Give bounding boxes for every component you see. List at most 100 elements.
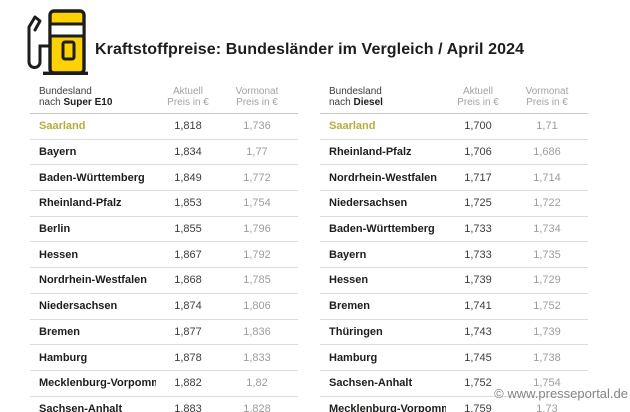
table-header: Bundesland nach Super E10 Aktuell Preis …: [30, 86, 298, 114]
previous-month-price: 1,71: [536, 120, 558, 133]
state-name: Hessen: [329, 274, 369, 287]
state-name: Hessen: [39, 248, 79, 261]
table-header: Bundesland nach Diesel Aktuell Preis in …: [320, 86, 588, 114]
table-row: Hessen 1,867 1,792: [30, 242, 298, 269]
current-price: 1,882: [174, 377, 202, 390]
current-price: 1,745: [464, 351, 492, 364]
state-name: Mecklenburg-Vorpommern: [39, 377, 156, 390]
table-row: Niedersachsen 1,725 1,722: [320, 191, 588, 217]
table-row: Mecklenburg-Vorpommern 1,759 1,73: [320, 397, 588, 412]
column-header-vormonat: Vormonat Preis in €: [235, 86, 279, 108]
state-name: Bayern: [329, 248, 367, 261]
current-price: 1,725: [464, 197, 492, 210]
state-name: Nordrhein-Westfalen: [39, 274, 147, 287]
table-row: Hamburg 1,745 1,738: [320, 345, 588, 371]
state-name: Thüringen: [329, 325, 383, 338]
state-name: Nordrhein-Westfalen: [329, 171, 437, 184]
page-title: Kraftstoffpreise: Bundesländer im Vergle…: [95, 41, 525, 58]
table-row: Hessen 1,739 1,729: [320, 268, 588, 294]
table-row: Bayern 1,834 1,77: [30, 140, 298, 166]
current-price: 1,759: [464, 402, 492, 412]
table-row: Bremen 1,877 1,836: [30, 320, 298, 346]
diesel-price-table: Bundesland nach Diesel Aktuell Preis in …: [320, 86, 588, 412]
current-price: 1,741: [464, 300, 492, 313]
current-price: 1,739: [464, 274, 492, 287]
table-row: Mecklenburg-Vorpommern 1,882 1,82: [30, 371, 298, 397]
previous-month-price: 1,754: [533, 377, 561, 390]
table-row: Saarland 1,818 1,736: [30, 114, 298, 140]
state-name: Rheinland-Pfalz: [39, 197, 122, 210]
previous-month-price: 1,785: [243, 274, 271, 287]
bundesland-label: Bundesland: [39, 86, 92, 97]
current-price: 1,853: [174, 197, 202, 210]
state-name: Niedersachsen: [39, 300, 118, 313]
current-price: 1,878: [174, 351, 202, 364]
previous-month-price: 1,796: [243, 223, 271, 236]
current-price: 1,717: [464, 171, 492, 184]
table-row: Hamburg 1,878 1,833: [30, 345, 298, 371]
current-price: 1,818: [174, 120, 202, 133]
state-name: Hamburg: [329, 351, 378, 364]
previous-month-price: 1,806: [243, 300, 271, 313]
state-name: Sachsen-Anhalt: [329, 377, 413, 390]
table-row: Thüringen 1,743 1,739: [320, 320, 588, 346]
super-e10-price-table: Bundesland nach Super E10 Aktuell Preis …: [30, 86, 298, 412]
current-price: 1,706: [464, 146, 492, 159]
nach-label: nach: [39, 97, 61, 108]
previous-month-price: 1,77: [246, 146, 268, 159]
table-row: Rheinland-Pfalz 1,853 1,754: [30, 191, 298, 217]
current-price: 1,868: [174, 274, 202, 287]
current-price: 1,867: [174, 248, 202, 261]
state-name: Saarland: [39, 120, 86, 133]
current-price: 1,834: [174, 146, 202, 159]
bundesland-label: Bundesland: [329, 86, 382, 97]
previous-month-price: 1,739: [533, 325, 561, 338]
fuel-type-label: Super E10: [63, 97, 113, 108]
table-row: Bremen 1,741 1,752: [320, 294, 588, 320]
current-price: 1,877: [174, 325, 202, 338]
state-name: Niedersachsen: [329, 197, 408, 210]
state-name: Berlin: [39, 223, 71, 236]
previous-month-price: 1,738: [533, 351, 561, 364]
previous-month-price: 1,792: [243, 248, 271, 261]
watermark: © www.presseportal.de: [494, 386, 628, 401]
column-header-aktuell: Aktuell Preis in €: [457, 86, 499, 108]
column-header-bundesland: Bundesland nach Diesel: [320, 86, 446, 108]
previous-month-price: 1,752: [533, 300, 561, 313]
previous-month-price: 1,772: [243, 171, 271, 184]
table-row: Nordrhein-Westfalen 1,717 1,714: [320, 165, 588, 192]
current-price: 1,883: [174, 402, 202, 412]
table-row: Sachsen-Anhalt 1,883 1,828: [30, 397, 298, 412]
table-row: Bayern 1,733 1,735: [320, 242, 588, 269]
previous-month-price: 1,754: [243, 197, 271, 210]
state-name: Saarland: [329, 120, 376, 133]
previous-month-price: 1,734: [533, 223, 561, 236]
column-header-bundesland: Bundesland nach Super E10: [30, 86, 156, 108]
state-name: Baden-Württemberg: [39, 171, 145, 184]
previous-month-price: 1,722: [533, 197, 561, 210]
table-row: Saarland 1,700 1,71: [320, 114, 588, 140]
table-row: Baden-Württemberg 1,849 1,772: [30, 165, 298, 192]
state-name: Bayern: [39, 146, 77, 159]
previous-month-price: 1,714: [533, 171, 561, 184]
fuel-pump-icon: [27, 9, 88, 76]
current-price: 1,743: [464, 325, 492, 338]
previous-month-price: 1,686: [533, 146, 561, 159]
current-price: 1,700: [464, 120, 492, 133]
table-row: Nordrhein-Westfalen 1,868 1,785: [30, 268, 298, 294]
table-row: Sachsen-Anhalt 1,752 1,754: [320, 371, 588, 397]
state-name: Baden-Württemberg: [329, 223, 435, 236]
previous-month-price: 1,736: [243, 120, 271, 133]
previous-month-price: 1,735: [533, 248, 561, 261]
column-header-aktuell: Aktuell Preis in €: [167, 86, 209, 108]
fuel-type-label: Diesel: [353, 97, 383, 108]
column-header-vormonat: Vormonat Preis in €: [525, 86, 569, 108]
previous-month-price: 1,729: [533, 274, 561, 287]
current-price: 1,752: [464, 377, 492, 390]
previous-month-price: 1,828: [243, 402, 271, 412]
table-row: Berlin 1,855 1,796: [30, 217, 298, 243]
nach-label: nach: [329, 97, 351, 108]
current-price: 1,874: [174, 300, 202, 313]
previous-month-price: 1,73: [536, 402, 558, 412]
